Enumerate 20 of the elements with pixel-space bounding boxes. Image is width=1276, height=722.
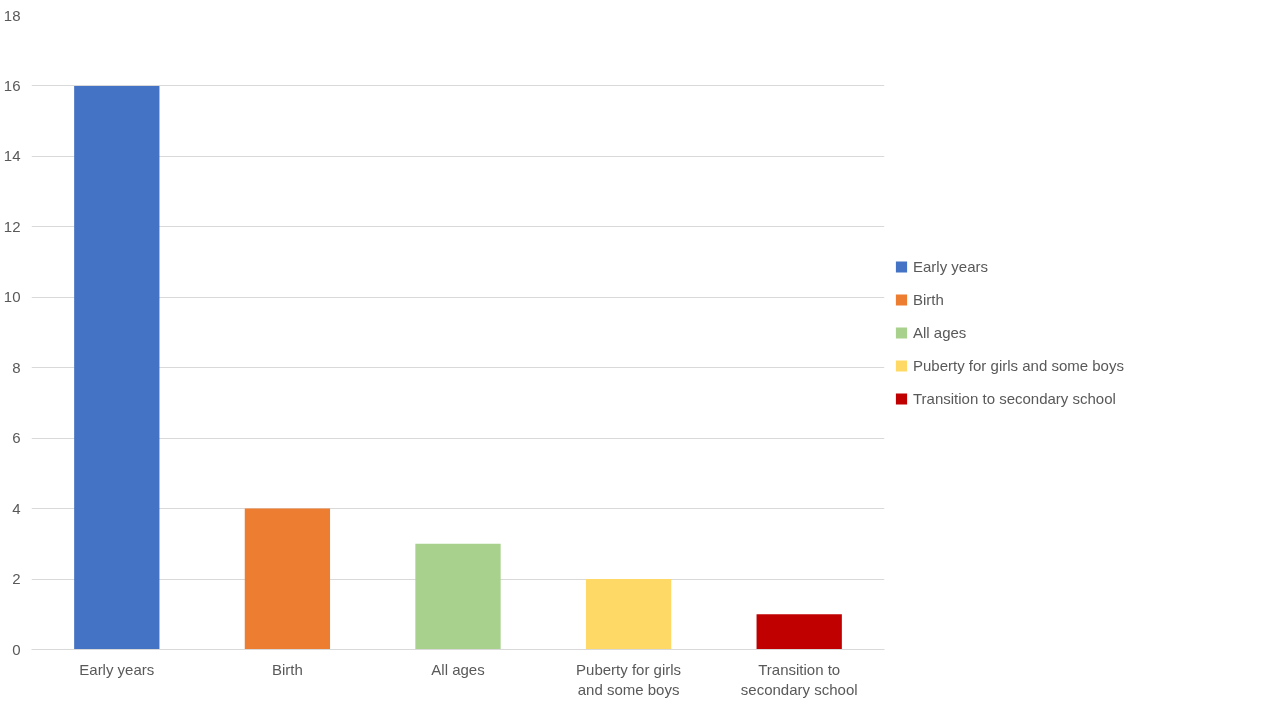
x-tick-label: Birth (271, 660, 303, 678)
legend-label: Puberty for girls and some boys (913, 356, 1124, 374)
y-tick-label: 6 (12, 429, 21, 447)
y-tick-label: 18 (3, 6, 21, 24)
y-tick-label: 4 (12, 499, 21, 517)
y-tick-label: 0 (12, 640, 21, 658)
x-tick-label: All ages (431, 660, 485, 678)
x-tick-label: Puberty for girls and some boys (576, 660, 682, 698)
legend-label: Transition to secondary school (913, 389, 1116, 407)
legend-label: Early years (913, 257, 989, 275)
legend-label: All ages (913, 323, 967, 341)
y-tick-label: 10 (3, 288, 21, 306)
x-tick-label: Early years (79, 660, 155, 678)
y-tick-label: 2 (12, 570, 21, 588)
x-tick-label: Transition to secondary school (740, 660, 858, 698)
y-tick-label: 16 (3, 76, 21, 94)
y-tick-label: 14 (3, 147, 21, 165)
y-tick-label: 12 (3, 217, 21, 235)
legend-label: Birth (913, 290, 944, 308)
y-tick-label: 8 (12, 358, 21, 376)
